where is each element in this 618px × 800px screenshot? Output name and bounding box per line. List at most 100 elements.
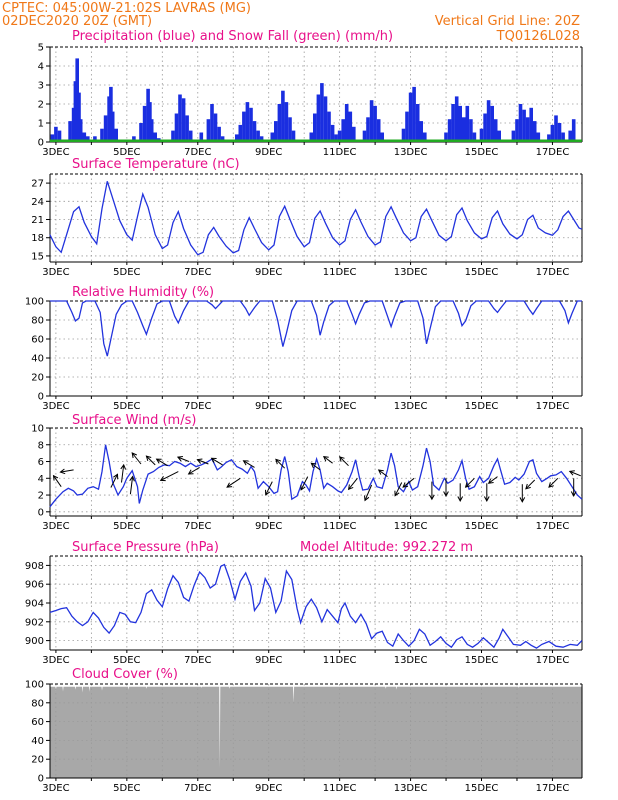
precip-bar — [178, 94, 182, 142]
x-tick-label: 13DEC — [394, 401, 428, 412]
y-tick-label: 904 — [25, 599, 44, 610]
precip-bar — [401, 128, 406, 142]
precip-bar — [249, 107, 253, 142]
precip-bar — [547, 134, 551, 142]
precip-bar — [86, 136, 90, 142]
x-tick-label: 11DEC — [323, 147, 357, 158]
wind-arrow-head — [338, 456, 345, 462]
precip-bar — [132, 136, 136, 142]
wind-arrow-head — [265, 489, 271, 496]
wind-arrow-head — [483, 496, 490, 502]
wind-arrow-shaft — [465, 477, 475, 488]
precip-bar — [522, 109, 526, 142]
wind-arrow-head — [275, 458, 281, 465]
precip-bar — [181, 98, 186, 142]
precip-bar — [149, 119, 154, 142]
x-tick-label: 11DEC — [323, 401, 357, 412]
x-tick-label: 9DEC — [255, 655, 282, 666]
wind-arrow-shaft — [211, 457, 223, 466]
y-tick-label: 21 — [31, 215, 44, 226]
x-tick-label: 15DEC — [465, 267, 499, 278]
wind-arrow-head — [52, 474, 59, 481]
series-line — [49, 181, 583, 256]
wind-arrow-head — [59, 468, 66, 475]
y-tick-label: 2 — [38, 491, 44, 502]
y-tick-label: 20 — [31, 755, 44, 766]
precip-bar — [497, 130, 501, 142]
precip-bar — [380, 132, 384, 142]
x-tick-label: 11DEC — [323, 521, 357, 532]
precip-bar — [109, 86, 113, 142]
wind-arrow-shaft — [188, 466, 200, 475]
wind-arrow-head — [394, 490, 400, 497]
wind-arrow-shaft — [548, 477, 559, 488]
precip-bar — [259, 136, 264, 142]
wind-arrow-shaft — [53, 475, 62, 487]
x-tick-label: 3DEC — [42, 783, 69, 794]
x-tick-label: 5DEC — [113, 147, 140, 158]
wind-arrow-head — [364, 495, 370, 502]
cloud-cover-title: Cloud Cover (%) — [72, 667, 178, 682]
series-line — [49, 300, 582, 357]
precip-bar — [465, 105, 470, 142]
precip-bar — [529, 107, 533, 142]
wind-arrow-shaft — [275, 459, 286, 469]
precip-bar — [490, 105, 494, 142]
precip-bar — [323, 96, 328, 142]
y-tick-label: 40 — [31, 736, 44, 747]
x-tick-label: 3DEC — [42, 521, 69, 532]
precip-bar — [288, 117, 292, 142]
wind-arrow-head — [568, 470, 575, 476]
wind-arrow-head — [570, 491, 577, 497]
precip-bar — [68, 121, 72, 142]
precip-bar — [238, 124, 243, 142]
x-tick-label: 17DEC — [536, 147, 570, 158]
wind-arrow-head — [159, 476, 166, 482]
wind-arrow-shaft — [131, 452, 142, 465]
x-tick-label: 3DEC — [42, 147, 69, 158]
y-tick-label: 0 — [38, 507, 44, 518]
precip-bar — [423, 132, 427, 142]
y-tick-label: 902 — [25, 617, 44, 628]
y-tick-label: 60 — [31, 335, 44, 346]
humidity-panel: Relative Humidity (%) 0 20 40 60 80 100 3DEC 5D… — [25, 285, 583, 412]
wind-arrow-shaft — [394, 482, 403, 496]
wind-arrow-head — [187, 469, 194, 475]
precip-bar — [153, 132, 157, 142]
model-altitude: Model Altitude: 992.272 m — [300, 540, 473, 555]
wind-arrow-head — [487, 478, 494, 484]
run-date: 02DEC2020 20Z (GMT) — [2, 14, 152, 29]
precip-bar — [270, 132, 275, 142]
x-tick-label: 3DEC — [42, 655, 69, 666]
wind-arrow-shaft — [265, 481, 273, 496]
wind-arrow-shaft — [402, 477, 415, 488]
precip-bar — [447, 119, 452, 142]
wind-arrow-head — [242, 460, 249, 466]
precip-bar — [369, 100, 374, 142]
precip-bar — [536, 132, 541, 142]
x-tick-label: 11DEC — [323, 783, 357, 794]
precip-bar — [93, 136, 97, 142]
x-tick-label: 15DEC — [465, 783, 499, 794]
precip-bar — [557, 123, 562, 142]
precip-bar — [213, 113, 218, 142]
y-tick-label: 4 — [38, 62, 44, 73]
wind-arrow-head — [176, 456, 183, 462]
precip-bar — [82, 132, 87, 142]
precip-bar — [277, 104, 282, 142]
precip-bar — [444, 132, 448, 142]
precip-bar — [366, 117, 370, 142]
wind-arrow-shaft — [226, 477, 241, 488]
precip-bar — [408, 92, 413, 142]
precip-bar — [472, 132, 477, 142]
wind-arrow-head — [310, 462, 317, 469]
humidity-title: Relative Humidity (%) — [72, 285, 214, 300]
wind-arrow-head — [464, 482, 471, 488]
x-tick-label: 15DEC — [465, 401, 499, 412]
precip-bar — [139, 123, 143, 142]
precip-bar — [50, 134, 55, 142]
y-tick-label: 4 — [38, 474, 44, 485]
precip-bar — [469, 119, 473, 142]
x-tick-label: 17DEC — [536, 655, 570, 666]
